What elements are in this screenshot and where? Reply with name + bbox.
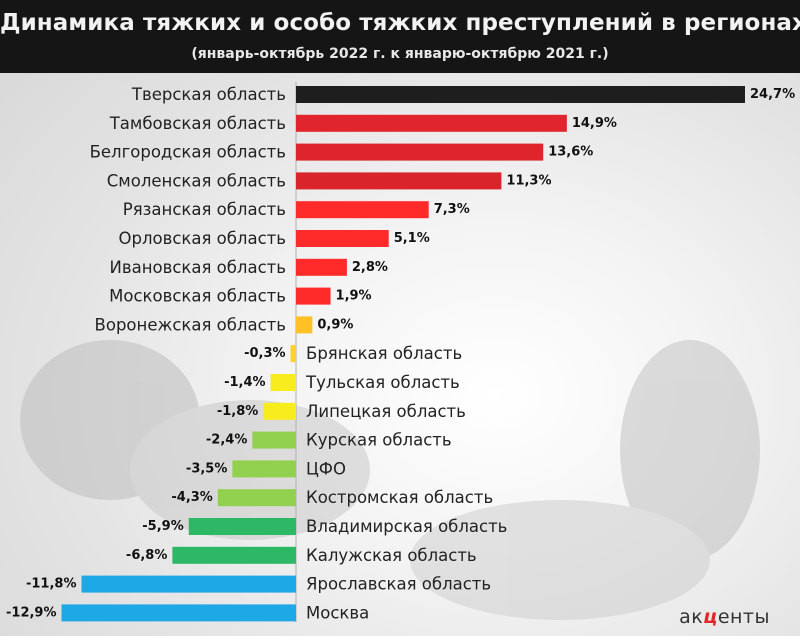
bars-layer <box>61 86 745 622</box>
value-label: 1,9% <box>336 289 372 304</box>
bar-7 <box>296 258 347 276</box>
labels-layer: Тверская область 24,7% Тамбовская область 1… <box>6 85 795 622</box>
category-label: Тульская область <box>305 373 460 392</box>
value-label: 13,6% <box>548 145 593 160</box>
category-label: Москва <box>306 603 369 622</box>
value-label: 7,3% <box>434 202 470 217</box>
bar-1 <box>296 86 745 103</box>
bar-18 <box>81 575 296 593</box>
value-label: 24,7% <box>750 87 795 102</box>
category-label: Ярославская область <box>306 575 491 594</box>
bar-5 <box>296 201 429 219</box>
bar-13 <box>252 431 296 449</box>
brand-logo: акценты <box>679 606 770 628</box>
category-label: Московская область <box>109 287 286 306</box>
value-label: 2,8% <box>352 260 388 275</box>
category-label: Курская область <box>306 431 452 450</box>
category-label: Рязанская область <box>123 200 286 219</box>
bar-12 <box>263 402 296 420</box>
category-label: Брянская область <box>306 344 462 363</box>
category-label: Калужская область <box>306 546 477 565</box>
value-label: -4,3% <box>171 490 212 505</box>
value-label: 11,3% <box>506 173 551 188</box>
value-label: -2,4% <box>206 433 247 448</box>
header-bar: Динамика тяжких и особо тяжких преступле… <box>0 0 800 73</box>
category-label: Белгородская область <box>90 143 286 162</box>
background-shapes <box>20 340 760 620</box>
bar-17 <box>172 546 296 564</box>
bar-10 <box>290 345 296 363</box>
bar-6 <box>296 230 389 247</box>
bar-8 <box>296 287 331 305</box>
bar-9 <box>296 316 313 334</box>
category-label: Смоленская область <box>107 171 286 190</box>
value-label: 0,9% <box>317 317 353 332</box>
value-label: 5,1% <box>394 231 430 246</box>
chart-title: Динамика тяжких и особо тяжких преступле… <box>0 10 800 36</box>
value-label: -1,4% <box>224 375 265 390</box>
category-label: Тверская область <box>131 85 286 104</box>
category-label: ЦФО <box>306 459 346 478</box>
value-label: -1,8% <box>217 404 258 419</box>
value-label: -0,3% <box>244 346 285 361</box>
category-label: Владимирская область <box>306 517 507 536</box>
value-label: -11,8% <box>26 577 77 592</box>
bar-16 <box>188 518 296 535</box>
category-label: Ивановская область <box>110 258 286 277</box>
bar-4 <box>296 172 502 190</box>
value-label: -12,9% <box>6 605 57 620</box>
chart-subtitle: (январь-октябрь 2022 г. к январю-октябрю… <box>191 46 609 62</box>
bar-19 <box>61 604 296 622</box>
category-label: Костромская область <box>306 488 493 507</box>
bar-14 <box>232 460 296 478</box>
bar-3 <box>296 143 544 161</box>
category-label: Тамбовская область <box>109 114 286 133</box>
value-label: -6,8% <box>126 548 167 563</box>
bar-2 <box>296 114 567 132</box>
bar-11 <box>270 374 296 391</box>
value-label: -5,9% <box>142 519 183 534</box>
value-label: 14,9% <box>572 116 617 131</box>
bar-15 <box>217 489 296 507</box>
category-label: Воронежская область <box>95 315 286 334</box>
category-label: Липецкая область <box>306 402 466 421</box>
category-label: Орловская область <box>119 229 286 248</box>
value-label: -3,5% <box>186 461 227 476</box>
